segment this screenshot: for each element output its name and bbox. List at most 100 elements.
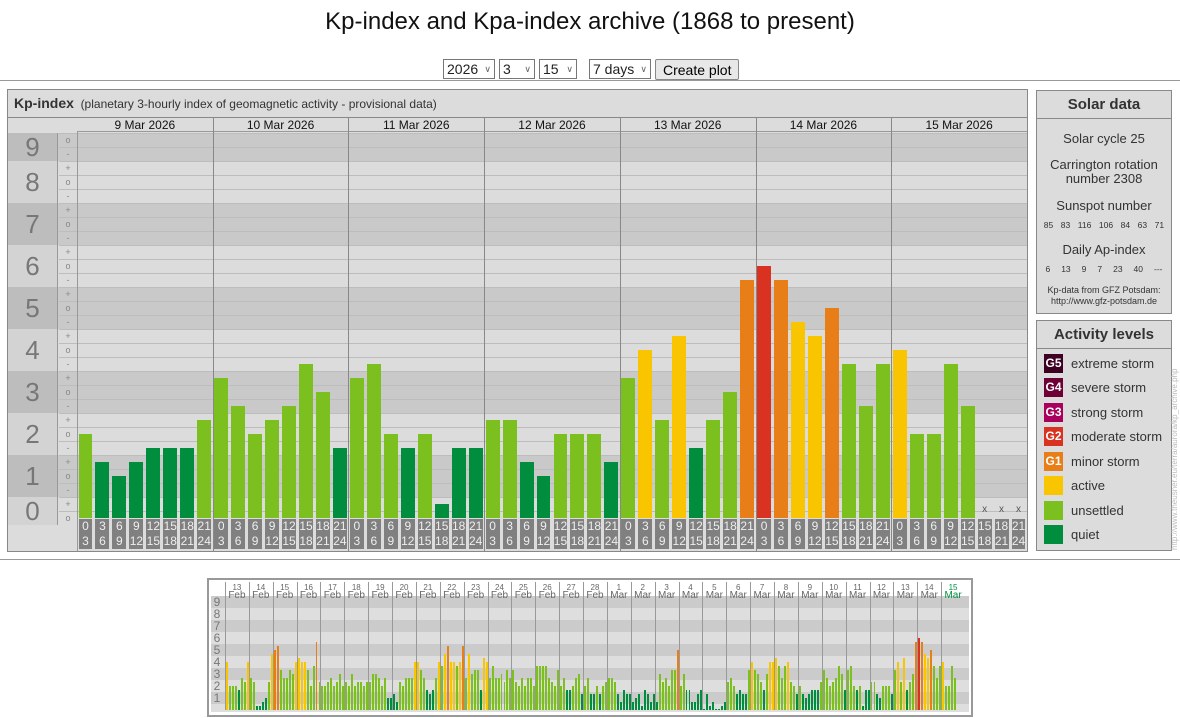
legend: G5 extreme storm G4 severe storm G3 strong st… [1037, 349, 1171, 547]
mini-kp-bar [792, 686, 795, 710]
kp-chart-subtitle: (planetary 3-hourly index of geomagnetic… [80, 97, 437, 111]
interval-hour: 9 [930, 534, 938, 548]
mini-kp-bar [234, 686, 237, 710]
mini-kp-bar [327, 682, 330, 710]
mini-kp-bar [431, 689, 434, 710]
mini-month: Mar [825, 590, 843, 601]
mini-kp-bar [667, 686, 670, 710]
interval-hour: 18 [977, 534, 992, 548]
kp-bar [197, 420, 212, 518]
mini-kp-bar [673, 670, 676, 710]
solar-data-title: Solar data [1037, 91, 1171, 119]
mini-bottom-band [211, 704, 969, 712]
interval-label: 15 18 [163, 519, 178, 549]
mini-month: Feb [395, 590, 413, 601]
mini-kp-bar [730, 677, 733, 710]
mini-day-divider [678, 582, 680, 710]
mini-day-divider [821, 582, 823, 710]
mini-month: Mar [944, 590, 962, 601]
mini-month: Mar [729, 590, 747, 601]
gridline [59, 455, 1027, 456]
kp-plot: 0 1 2 3 4 5 6 7 8 9 o + - o + - o + - o + - o + - o + - o + - o + - o + - o 9 … [8, 90, 1027, 551]
day-label: 12 Mar 2026 [518, 118, 586, 132]
kp-bar [349, 378, 364, 518]
kp-bar [875, 364, 890, 518]
ap-value: 9 [1081, 264, 1087, 274]
mini-kp-bar [521, 677, 524, 710]
legend-swatch: G3 [1044, 402, 1063, 422]
mini-kp-bar [285, 677, 288, 710]
interval-hour: 21 [587, 534, 602, 548]
missing-mark: x [999, 504, 1005, 515]
interval-hour: 15 [282, 534, 296, 548]
mini-kp-bar [479, 689, 482, 710]
mini-month: Feb [228, 590, 246, 601]
interval-hour: 21 [1011, 519, 1026, 533]
mini-kp-bar [769, 662, 772, 710]
interval-label: 9 12 [536, 519, 551, 549]
mini-kp-bar [348, 686, 351, 710]
mini-day-divider [630, 582, 632, 710]
span-select[interactable]: 7 days ∨ [589, 59, 651, 79]
interval-label: 18 21 [994, 519, 1009, 549]
gridline [59, 287, 1027, 288]
mini-month: Mar [801, 590, 819, 601]
interval-hour: 18 [587, 519, 602, 533]
mini-kp-bar [646, 694, 649, 710]
legend-item: quiet [1037, 523, 1171, 548]
interval-hour: 21 [723, 534, 737, 548]
interval-label: 12 15 [417, 519, 432, 549]
mini-kp-bar [357, 682, 360, 710]
divider [0, 80, 1180, 81]
interval-hour: 21 [468, 519, 483, 533]
interval-hour: 12 [129, 534, 144, 548]
mini-day-divider [511, 582, 513, 710]
mini-kp-bar [548, 677, 551, 710]
gridline [59, 189, 1027, 190]
kp-bar [468, 448, 483, 518]
mini-kp-bar [237, 689, 240, 710]
y-tick-label: 8 [8, 161, 58, 203]
gridline [59, 259, 1027, 260]
y-subtick-label: - [66, 149, 70, 159]
interval-hour: 3 [506, 519, 513, 533]
kp-bar [95, 462, 110, 518]
interval-hour: 9 [268, 519, 276, 533]
mini-kp-bar [551, 682, 554, 710]
interval-hour: 12 [689, 519, 703, 533]
y-subtick-label: + [65, 289, 71, 299]
legend-swatch: G1 [1044, 451, 1063, 471]
interval-label: 15 18 [434, 519, 449, 549]
create-plot-button[interactable]: Create plot [655, 59, 740, 80]
interval-hour: 24 [604, 534, 619, 548]
interval-hour: 6 [930, 519, 938, 533]
kp-bar [621, 378, 636, 518]
year-select[interactable]: 2026 ∨ [443, 59, 495, 79]
interval-hour: 15 [689, 534, 703, 548]
interval-hour: 0 [624, 519, 632, 533]
y-tick-label: 1 [8, 455, 58, 497]
interval-label: 9 12 [943, 519, 958, 549]
month-select[interactable]: 3 ∨ [499, 59, 535, 79]
mini-kp-bar [339, 674, 342, 710]
gridline [59, 329, 1027, 330]
legend-item: G5 extreme storm [1037, 351, 1171, 376]
day-select[interactable]: 15 ∨ [539, 59, 577, 79]
interval-hour: 12 [943, 534, 958, 548]
mini-month: Feb [467, 590, 485, 601]
interval-hour: 18 [316, 519, 330, 533]
mini-kp-bar [786, 662, 789, 710]
kp-bar [248, 434, 263, 518]
mini-kp-bar [566, 689, 569, 710]
sunspot-label: Sunspot number [1056, 198, 1152, 213]
mini-month: Mar [848, 590, 867, 601]
interval-hour: 0 [896, 519, 904, 533]
mini-day-num: 2 [640, 583, 645, 592]
mini-day-num: 3 [664, 583, 669, 592]
y-subtick-label: - [66, 485, 70, 495]
sunspot-value: 83 [1060, 220, 1071, 230]
mini-month: Feb [443, 590, 461, 601]
